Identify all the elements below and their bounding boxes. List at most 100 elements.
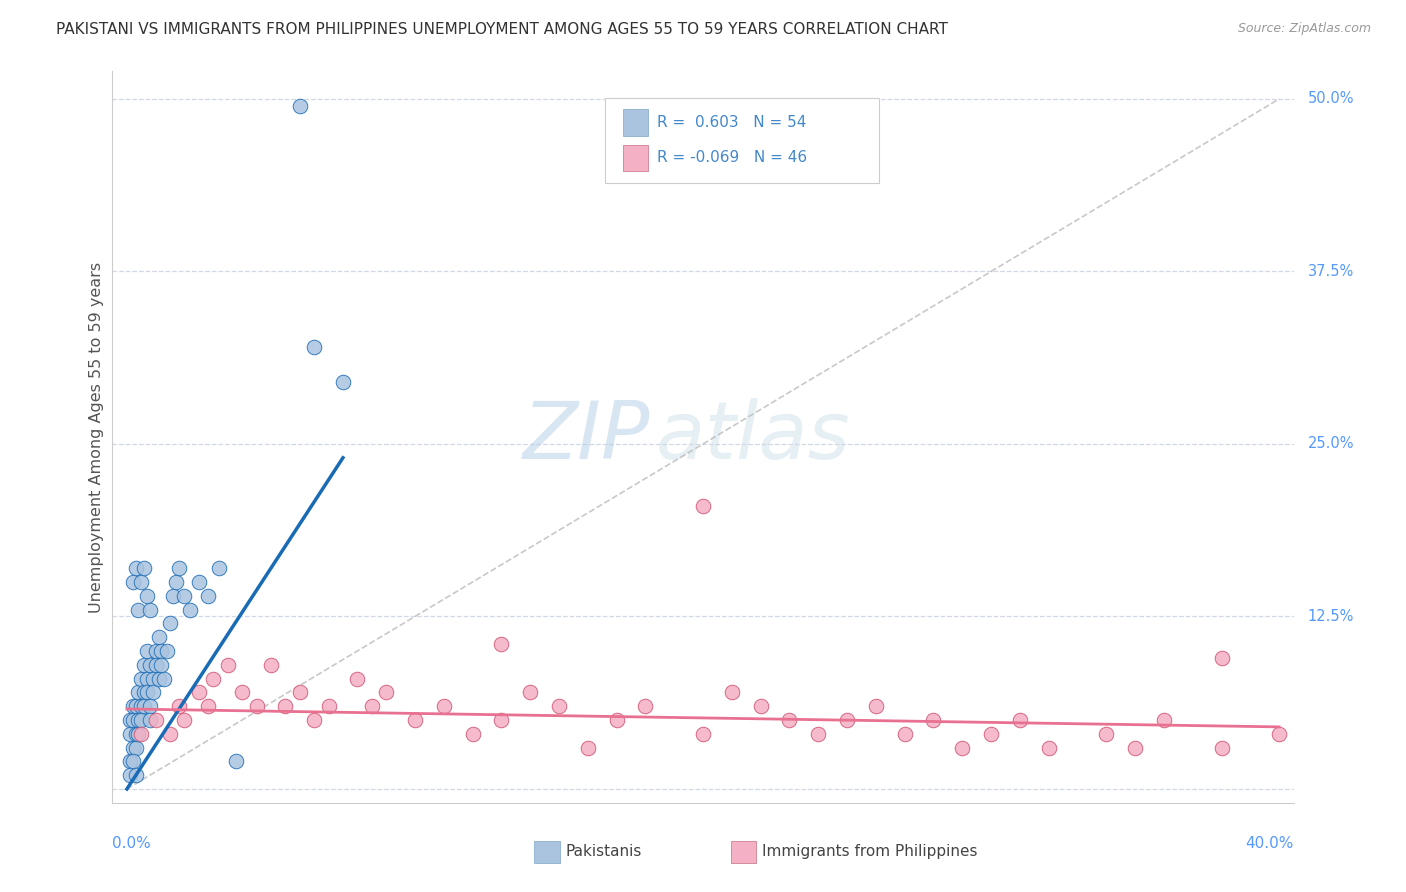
Point bbox=[375, 685, 398, 699]
Point bbox=[124, 727, 146, 741]
Point bbox=[127, 713, 149, 727]
Point bbox=[274, 699, 297, 714]
Point bbox=[893, 727, 915, 741]
Point bbox=[980, 727, 1002, 741]
Point bbox=[461, 727, 484, 741]
Point bbox=[1123, 740, 1146, 755]
Point bbox=[165, 574, 187, 589]
Point bbox=[302, 713, 325, 727]
Point bbox=[148, 630, 170, 644]
Point bbox=[208, 561, 231, 575]
Point bbox=[136, 672, 159, 686]
Point bbox=[118, 713, 141, 727]
Point bbox=[197, 699, 219, 714]
Point bbox=[127, 727, 149, 741]
Point bbox=[145, 657, 167, 672]
Point bbox=[156, 644, 179, 658]
Point bbox=[1268, 727, 1291, 741]
Point bbox=[491, 637, 513, 651]
Point bbox=[692, 727, 714, 741]
Point bbox=[404, 713, 426, 727]
Text: 25.0%: 25.0% bbox=[1308, 436, 1354, 451]
Point bbox=[225, 755, 247, 769]
Point bbox=[142, 685, 165, 699]
Text: 12.5%: 12.5% bbox=[1308, 609, 1354, 624]
Point bbox=[519, 685, 541, 699]
Point bbox=[346, 672, 368, 686]
Point bbox=[179, 602, 201, 616]
Point bbox=[634, 699, 657, 714]
Point bbox=[231, 685, 253, 699]
Point bbox=[433, 699, 456, 714]
Point bbox=[950, 740, 973, 755]
Text: 50.0%: 50.0% bbox=[1308, 92, 1354, 106]
Point bbox=[360, 699, 382, 714]
Text: Pakistanis: Pakistanis bbox=[565, 845, 641, 859]
Point bbox=[139, 657, 162, 672]
Point bbox=[118, 768, 141, 782]
Text: 40.0%: 40.0% bbox=[1246, 836, 1294, 851]
Text: atlas: atlas bbox=[655, 398, 851, 476]
Point bbox=[332, 375, 354, 389]
Point bbox=[1211, 740, 1233, 755]
Point bbox=[134, 685, 156, 699]
Point bbox=[118, 727, 141, 741]
Point bbox=[129, 727, 152, 741]
Point bbox=[173, 589, 195, 603]
Point bbox=[121, 740, 143, 755]
Point bbox=[159, 727, 181, 741]
Point bbox=[121, 699, 143, 714]
Point bbox=[1153, 713, 1175, 727]
Point bbox=[302, 340, 325, 354]
Point bbox=[139, 713, 162, 727]
Point bbox=[121, 713, 143, 727]
Point bbox=[187, 685, 209, 699]
Point bbox=[202, 672, 225, 686]
Point bbox=[548, 699, 571, 714]
Text: ZIP: ZIP bbox=[523, 398, 650, 476]
Point bbox=[129, 672, 152, 686]
Point bbox=[167, 699, 190, 714]
Point bbox=[145, 644, 167, 658]
Point bbox=[245, 699, 267, 714]
Point bbox=[1211, 651, 1233, 665]
Point bbox=[127, 602, 149, 616]
Point bbox=[139, 602, 162, 616]
Point bbox=[576, 740, 599, 755]
Point bbox=[136, 685, 159, 699]
Point bbox=[129, 713, 152, 727]
Point bbox=[167, 561, 190, 575]
Point bbox=[142, 672, 165, 686]
Point bbox=[318, 699, 340, 714]
Point bbox=[159, 616, 181, 631]
Point bbox=[145, 713, 167, 727]
Point bbox=[749, 699, 772, 714]
Point bbox=[150, 644, 173, 658]
Text: 0.0%: 0.0% bbox=[112, 836, 152, 851]
Point bbox=[139, 699, 162, 714]
Point bbox=[173, 713, 195, 727]
Point bbox=[134, 657, 156, 672]
Point bbox=[720, 685, 742, 699]
Point bbox=[124, 740, 146, 755]
Point bbox=[136, 644, 159, 658]
Point bbox=[124, 768, 146, 782]
Point bbox=[162, 589, 184, 603]
Point bbox=[835, 713, 858, 727]
Text: Immigrants from Philippines: Immigrants from Philippines bbox=[762, 845, 977, 859]
Point bbox=[129, 699, 152, 714]
Text: Source: ZipAtlas.com: Source: ZipAtlas.com bbox=[1237, 22, 1371, 36]
Text: R = -0.069   N = 46: R = -0.069 N = 46 bbox=[657, 151, 807, 165]
Point bbox=[134, 699, 156, 714]
Point bbox=[153, 672, 176, 686]
Point bbox=[127, 685, 149, 699]
Point bbox=[807, 727, 830, 741]
Point bbox=[1038, 740, 1060, 755]
Point bbox=[129, 574, 152, 589]
Point bbox=[922, 713, 945, 727]
Point bbox=[148, 672, 170, 686]
Point bbox=[217, 657, 239, 672]
Point bbox=[491, 713, 513, 727]
Text: PAKISTANI VS IMMIGRANTS FROM PHILIPPINES UNEMPLOYMENT AMONG AGES 55 TO 59 YEARS : PAKISTANI VS IMMIGRANTS FROM PHILIPPINES… bbox=[56, 22, 948, 37]
Point bbox=[134, 561, 156, 575]
